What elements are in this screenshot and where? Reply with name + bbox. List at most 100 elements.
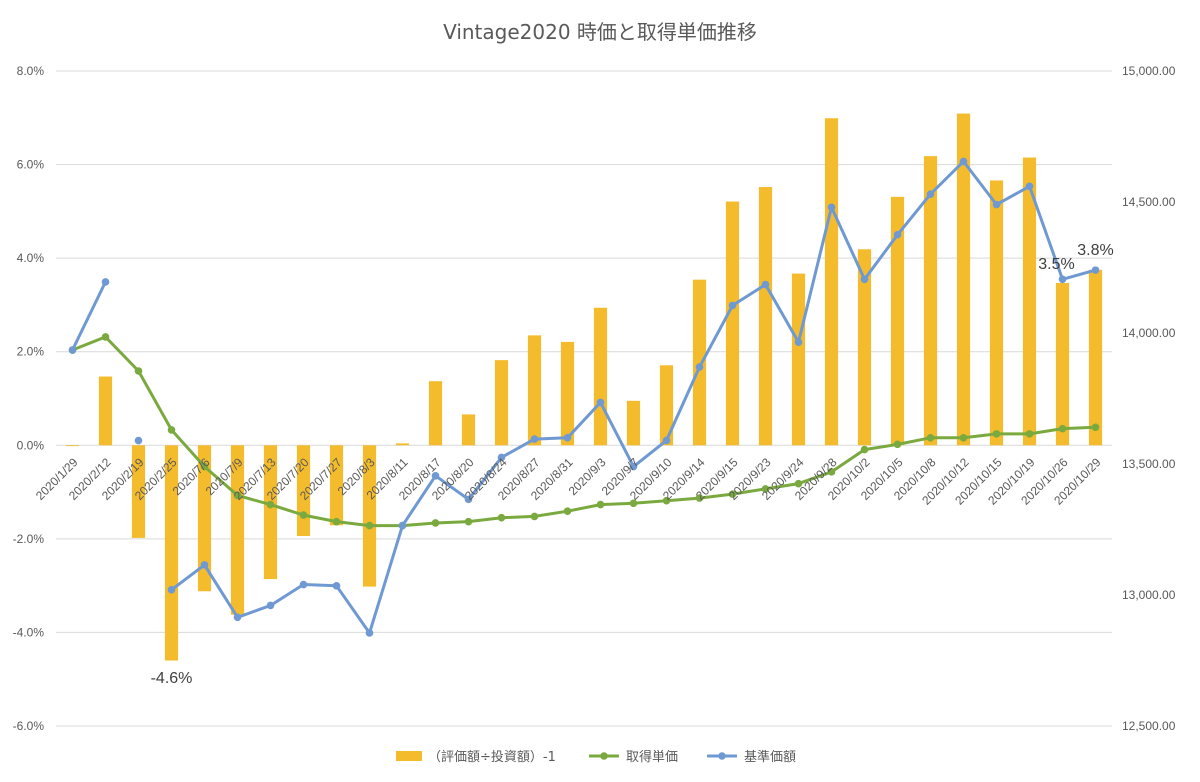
data-point	[134, 436, 143, 445]
right-tick-label: 15,000.00	[1122, 64, 1176, 78]
data-point	[695, 494, 704, 502]
bar	[692, 279, 707, 446]
data-point	[794, 338, 803, 346]
data-point	[596, 500, 605, 509]
left-tick-label: -2.0%	[13, 532, 45, 546]
right-tick-label: 14,000.00	[1122, 326, 1176, 340]
bar	[560, 341, 575, 446]
bar	[395, 443, 410, 446]
data-point	[926, 434, 935, 442]
data-point	[662, 496, 671, 505]
data-point	[728, 301, 737, 310]
data-point	[332, 517, 341, 526]
data-point	[101, 333, 110, 341]
data-point	[959, 434, 968, 442]
data-point	[728, 490, 737, 498]
data-point	[761, 485, 770, 493]
data-point	[530, 512, 539, 521]
line-series	[68, 157, 1100, 637]
data-point	[167, 426, 176, 434]
left-tick-label: 0.0%	[17, 438, 45, 452]
data-point	[893, 440, 902, 449]
legend-label: （評価額÷投資額）-1	[428, 749, 556, 765]
data-point	[200, 561, 209, 569]
chart-title: Vintage2020 時価と取得単価推移	[443, 20, 757, 44]
bar	[230, 445, 245, 615]
bar	[923, 156, 938, 446]
data-point	[1058, 275, 1067, 284]
bar	[989, 180, 1004, 446]
data-point	[860, 445, 869, 454]
annotation-label: -4.6%	[151, 670, 193, 687]
bar	[329, 445, 344, 526]
series-line	[71, 335, 1096, 528]
series-line	[71, 159, 1096, 635]
data-point	[134, 367, 143, 375]
data-point	[464, 495, 473, 504]
data-point	[431, 471, 440, 480]
bar	[857, 249, 872, 446]
data-point	[761, 280, 770, 289]
data-point	[299, 511, 308, 519]
legend: （評価額÷投資額）-1 取得単価 基準価額	[396, 749, 796, 765]
annotation-label: 3.5%	[1038, 256, 1074, 273]
data-point	[167, 585, 176, 594]
bar	[494, 360, 509, 446]
left-tick-label: -4.0%	[13, 625, 45, 639]
bar	[197, 445, 212, 592]
data-point	[893, 230, 902, 239]
data-point	[629, 462, 638, 471]
data-point	[233, 491, 242, 500]
data-point	[629, 499, 638, 508]
bar	[527, 335, 542, 446]
data-point	[68, 346, 77, 354]
bar	[461, 414, 476, 446]
bar	[1088, 269, 1103, 446]
left-tick-label: 4.0%	[17, 251, 45, 265]
data-point	[992, 200, 1001, 209]
right-axis: 12,500.00 13,000.00 13,500.00 14,000.00 14,5…	[1122, 64, 1176, 733]
data-point	[662, 436, 671, 445]
bar	[164, 445, 179, 661]
left-tick-label: 8.0%	[17, 64, 45, 78]
legend-label: 基準価額	[744, 749, 796, 765]
data-point	[530, 435, 539, 443]
data-point	[827, 468, 836, 476]
bar	[1022, 157, 1037, 446]
bar	[626, 400, 641, 446]
legend-swatch-marker	[600, 752, 608, 760]
data-point	[1058, 424, 1067, 433]
legend-label: 取得単価	[626, 749, 678, 765]
data-point	[695, 363, 704, 371]
data-point	[233, 613, 242, 622]
data-point	[464, 517, 473, 526]
data-point	[860, 275, 869, 284]
right-tick-label: 13,000.00	[1122, 588, 1176, 602]
data-point	[266, 601, 275, 610]
bar	[758, 187, 773, 446]
bar-series	[65, 113, 1103, 661]
left-tick-label: 6.0%	[17, 158, 45, 172]
data-point	[1025, 182, 1034, 191]
data-point	[596, 398, 605, 407]
left-tick-label: 2.0%	[17, 345, 45, 359]
data-point	[299, 580, 308, 589]
legend-swatch-bar	[396, 751, 422, 761]
bar	[65, 445, 80, 447]
right-tick-label: 12,500.00	[1122, 719, 1176, 733]
data-point	[398, 521, 407, 530]
data-point	[497, 513, 506, 522]
data-point	[365, 521, 374, 530]
data-point	[200, 462, 209, 471]
bar	[593, 307, 608, 446]
data-point	[1091, 266, 1100, 274]
data-point	[431, 519, 440, 527]
data-point	[1025, 430, 1034, 438]
bar	[824, 118, 839, 446]
data-point	[926, 190, 935, 198]
annotations: -4.6% 3.5%3.8%	[151, 242, 1114, 687]
data-point	[992, 430, 1001, 438]
data-point	[959, 157, 968, 166]
data-point	[365, 629, 374, 637]
bar	[659, 365, 674, 446]
